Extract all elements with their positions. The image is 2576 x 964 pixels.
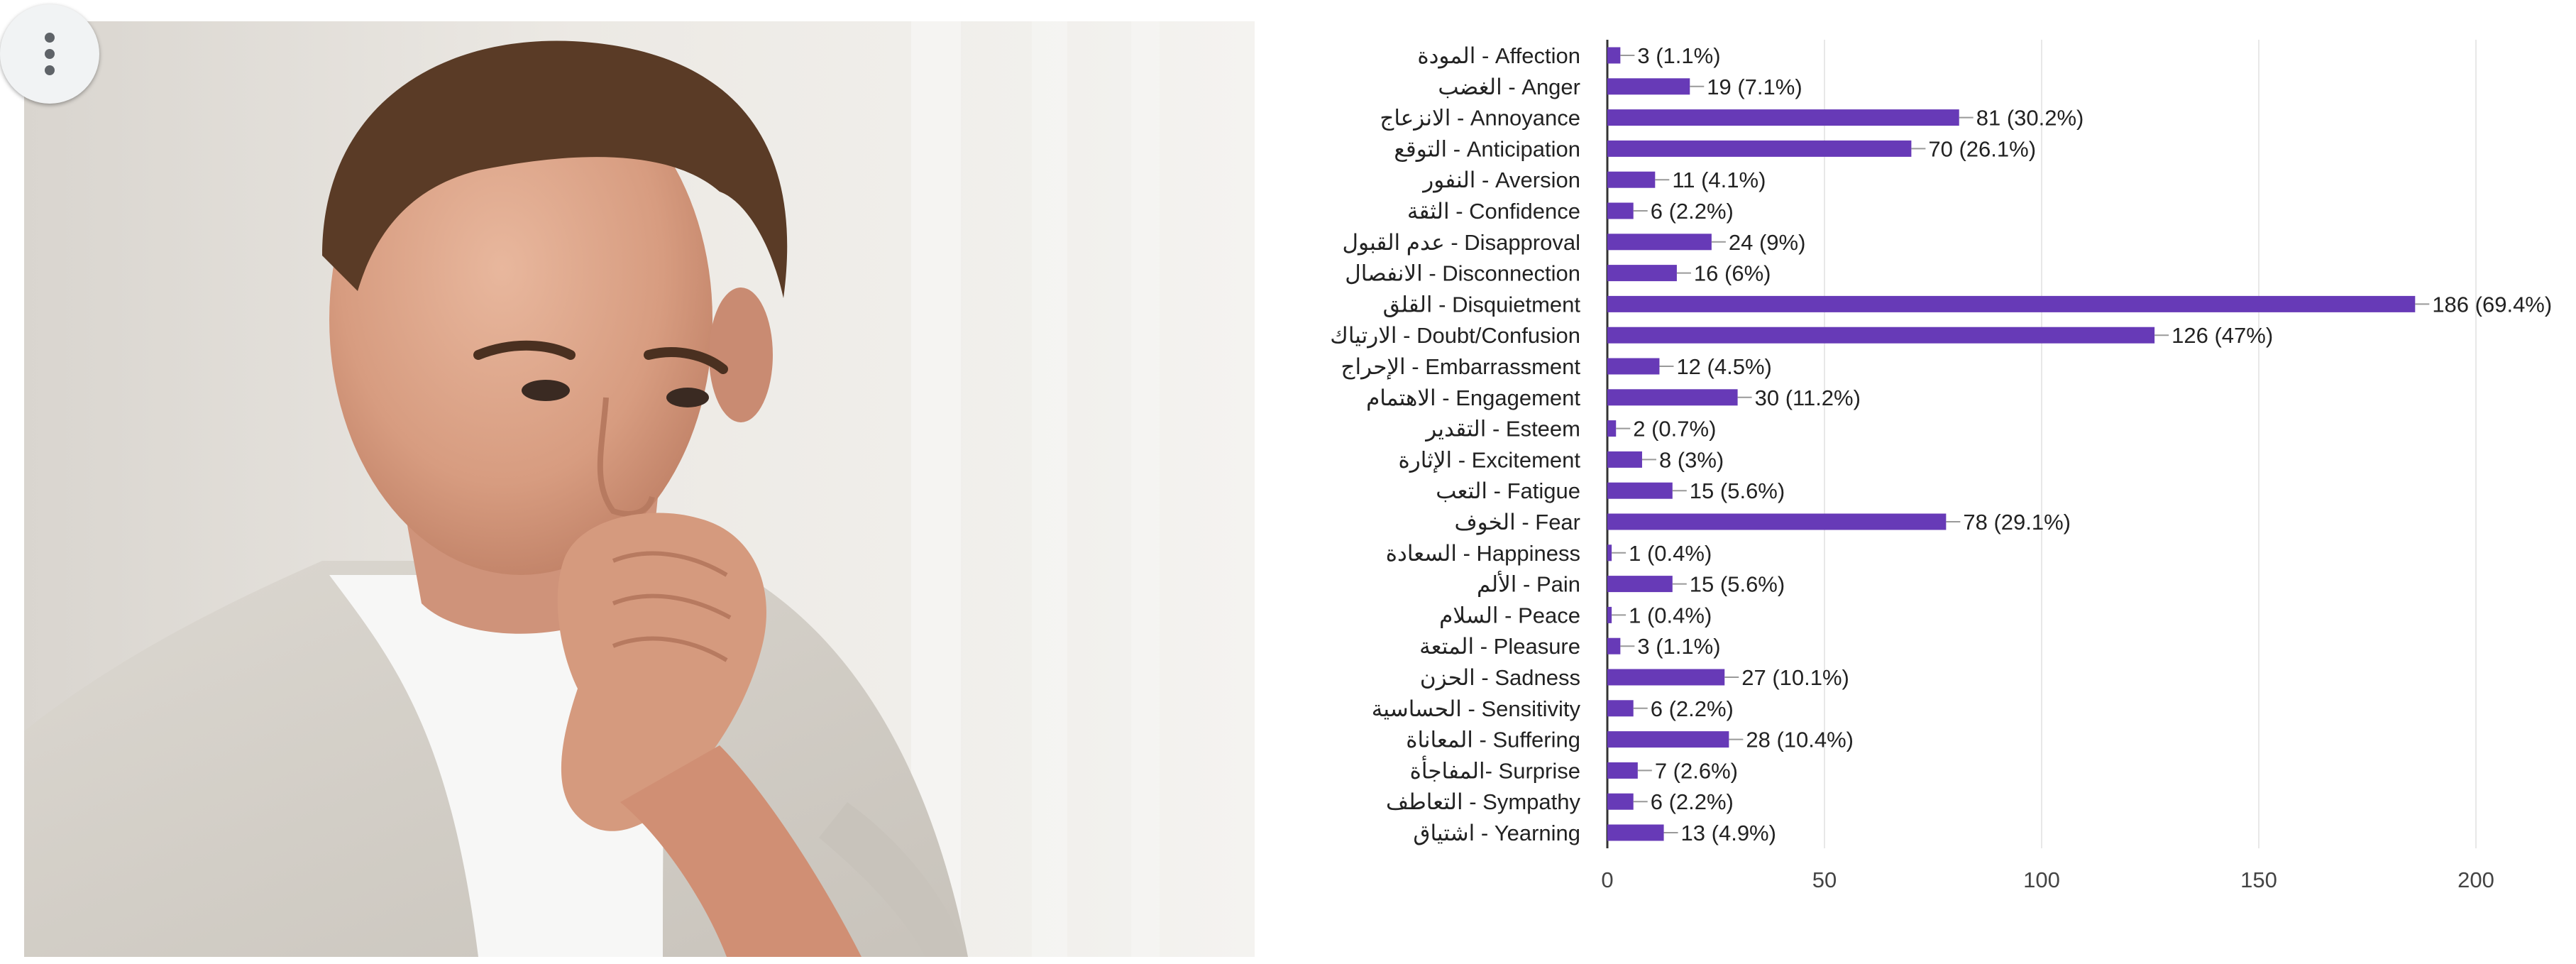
bar xyxy=(1607,731,1729,748)
x-axis-ticks: 0 50 100 150 200 xyxy=(1601,867,2494,892)
category-label: التقدير - Esteem xyxy=(1424,417,1580,442)
category-label: الألم - Pain xyxy=(1477,571,1580,598)
data-label: 1 (0.4%) xyxy=(1629,541,1712,566)
bar xyxy=(1607,513,1947,530)
data-label: 27 (10.1%) xyxy=(1741,665,1849,690)
bar xyxy=(1607,78,1690,95)
more-vertical-icon xyxy=(45,33,55,43)
bar xyxy=(1607,451,1642,468)
bar xyxy=(1607,47,1621,64)
category-label: القلق - Disquietment xyxy=(1383,292,1581,317)
bar xyxy=(1607,140,1912,157)
x-tick-label: 0 xyxy=(1601,867,1613,892)
bar xyxy=(1607,700,1634,717)
bar xyxy=(1607,669,1725,686)
category-label: الخوف - Fear xyxy=(1454,510,1580,535)
category-label: الغضب - Anger xyxy=(1438,75,1580,99)
category-label: التعب - Fatigue xyxy=(1436,478,1580,503)
man-thinking-photo xyxy=(24,21,1255,957)
bar xyxy=(1607,637,1621,654)
bar xyxy=(1607,295,2416,312)
category-label: عدم القبول - Disapproval xyxy=(1343,230,1580,256)
bars xyxy=(1607,47,2416,841)
data-label: 30 (11.2%) xyxy=(1755,385,1861,410)
bar xyxy=(1607,544,1612,562)
data-label: 3 (1.1%) xyxy=(1637,43,1720,68)
x-tick-label: 200 xyxy=(2457,867,2494,892)
data-label: 81 (30.2%) xyxy=(1976,106,2084,131)
data-label: 6 (2.2%) xyxy=(1651,696,1734,721)
category-label: الارتياك - Doubt/Confusion xyxy=(1330,323,1580,349)
more-vertical-icon-dot xyxy=(45,65,55,75)
category-label: الثقة - Confidence xyxy=(1407,199,1580,224)
bar xyxy=(1607,824,1664,841)
x-tick-label: 50 xyxy=(1812,867,1837,892)
category-labels: المودة - Affection الغضب - Anger الانزعاج … xyxy=(1330,43,1580,845)
data-label: 19 (7.1%) xyxy=(1707,75,1802,99)
data-label: 6 (2.2%) xyxy=(1651,199,1734,224)
bar xyxy=(1607,265,1677,282)
data-label: 15 (5.6%) xyxy=(1690,572,1785,597)
data-label: 13 (4.9%) xyxy=(1681,821,1776,845)
data-label: 28 (10.4%) xyxy=(1746,728,1854,752)
x-tick-label: 150 xyxy=(2240,867,2277,892)
data-label: 3 (1.1%) xyxy=(1637,634,1720,659)
bar xyxy=(1607,327,2155,344)
category-label: التعاطف - Sympathy xyxy=(1386,789,1580,814)
data-label: 70 (26.1%) xyxy=(1928,136,2036,161)
category-label: السعادة - Happiness xyxy=(1386,541,1580,566)
category-label: المفاجأة- Surprise xyxy=(1410,755,1580,783)
bar xyxy=(1607,358,1660,375)
data-label: 1 (0.4%) xyxy=(1629,603,1712,628)
x-tick-label: 100 xyxy=(2023,867,2060,892)
bar xyxy=(1607,202,1634,219)
bar xyxy=(1607,606,1612,623)
category-label: النفور - Aversion xyxy=(1421,168,1580,193)
category-label: المتعة - Pleasure xyxy=(1419,634,1580,659)
category-label: المعاناة - Suffering xyxy=(1406,728,1580,752)
data-label: 78 (29.1%) xyxy=(1963,510,2071,535)
category-label: الإثارة - Excitement xyxy=(1399,447,1581,473)
category-label: المودة - Affection xyxy=(1417,43,1580,69)
category-label: الحزن - Sadness xyxy=(1420,665,1580,691)
category-label: الانزعاج - Annoyance xyxy=(1380,106,1580,131)
gridlines xyxy=(1606,40,2477,848)
data-label: 6 (2.2%) xyxy=(1651,789,1734,814)
bar xyxy=(1607,234,1712,251)
data-label: 186 (69.4%) xyxy=(2432,292,2552,317)
bar xyxy=(1607,171,1656,188)
category-label: السلام - Peace xyxy=(1439,603,1580,628)
data-label: 2 (0.7%) xyxy=(1633,417,1716,442)
bar xyxy=(1607,762,1638,779)
bar xyxy=(1607,389,1738,406)
data-label: 126 (47%) xyxy=(2172,323,2273,348)
data-label: 24 (9%) xyxy=(1729,230,1806,255)
data-label: 11 (4.1%) xyxy=(1672,168,1766,192)
bar xyxy=(1607,420,1617,437)
data-label: 12 (4.5%) xyxy=(1676,354,1771,379)
category-label: الإحراج - Embarrassment xyxy=(1341,354,1580,380)
bar xyxy=(1607,793,1634,810)
more-options-button[interactable] xyxy=(0,4,99,104)
more-vertical-icon-dot xyxy=(45,49,55,59)
category-label: الانفصال - Disconnection xyxy=(1345,261,1580,286)
bar xyxy=(1607,576,1673,593)
category-label: اشتياق - Yearning xyxy=(1413,821,1580,845)
category-label: التوقع - Anticipation xyxy=(1394,136,1580,162)
bar xyxy=(1607,482,1673,499)
data-label: 8 (3%) xyxy=(1659,447,1724,472)
data-labels: 3 (1.1%) 19 (7.1%) 81 (30.2%) 70 (26.1%) 11 … xyxy=(1612,43,2552,845)
data-label: 15 (5.6%) xyxy=(1690,478,1785,503)
data-label: 16 (6%) xyxy=(1694,261,1771,286)
emotion-bar-chart: المودة - Affection الغضب - Anger الانزعاج … xyxy=(1330,40,2552,892)
category-label: الاهتمام - Engagement xyxy=(1366,385,1580,410)
category-label: الحساسية - Sensitivity xyxy=(1372,696,1581,721)
bar xyxy=(1607,109,1959,126)
data-label: 7 (2.6%) xyxy=(1655,758,1738,783)
